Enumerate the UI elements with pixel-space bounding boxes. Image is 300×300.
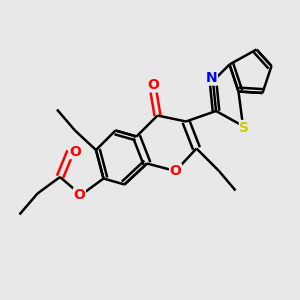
Text: O: O (74, 188, 86, 202)
Text: N: N (206, 71, 217, 85)
Text: O: O (147, 78, 159, 92)
Text: O: O (69, 145, 81, 158)
Text: O: O (169, 164, 181, 178)
Text: S: S (239, 121, 250, 134)
